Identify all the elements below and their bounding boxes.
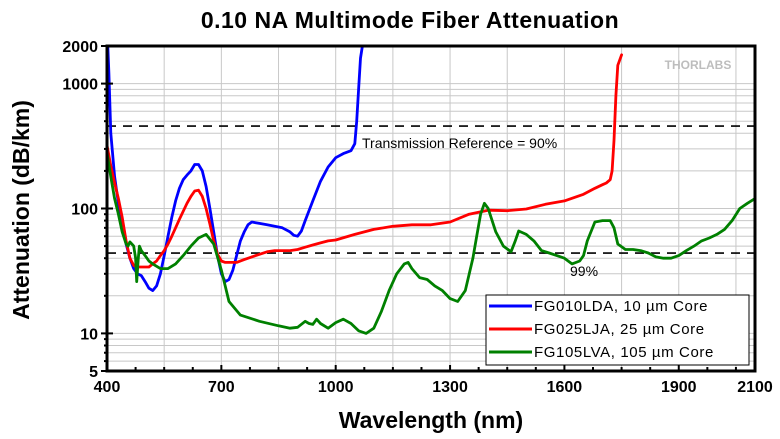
reference-label-90: Transmission Reference = 90%	[362, 135, 557, 151]
y-tick-label: 5	[89, 364, 98, 381]
legend-label-fg025lja: FG025LJA, 25 µm Core	[534, 321, 705, 338]
y-tick-label: 2000	[62, 39, 98, 56]
x-tick-label: 400	[94, 379, 121, 396]
reference-lines	[107, 125, 755, 254]
series-line-1	[105, 53, 623, 269]
y-tick-label: 10	[80, 326, 98, 343]
series-line-2	[105, 151, 757, 335]
series-lines	[105, 44, 757, 335]
x-tick-label: 1000	[318, 379, 354, 396]
legend-label-fg105lva: FG105LVA, 105 µm Core	[534, 344, 714, 361]
legend: FG010LDA, 10 µm Core FG025LJA, 25 µm Cor…	[485, 294, 750, 366]
x-tick-label: 700	[208, 379, 235, 396]
reference-label-99: 99%	[570, 263, 598, 279]
x-axis-title: Wavelength (nm)	[339, 407, 523, 433]
series-line-0	[106, 44, 364, 293]
y-tick-label: 100	[71, 202, 98, 219]
chart-title: 0.10 NA Multimode Fiber Attenuation	[201, 7, 619, 33]
legend-label-fg010lda: FG010LDA, 10 µm Core	[534, 298, 708, 315]
y-axis-ticks	[101, 45, 113, 372]
x-tick-label: 2100	[737, 379, 773, 396]
y-tick-label: 1000	[62, 77, 98, 94]
x-tick-labels: 400 700 1000 1300 1600 1900 2100	[94, 379, 773, 396]
x-tick-label: 1300	[432, 379, 468, 396]
y-tick-labels: 5 10 100 1000 2000	[62, 39, 98, 381]
x-tick-label: 1600	[547, 379, 583, 396]
x-axis-ticks	[106, 365, 737, 371]
thorlabs-watermark: THORLABS	[665, 58, 732, 72]
y-axis-title: Attenuation (dB/km)	[8, 100, 34, 320]
x-tick-label: 1900	[661, 379, 697, 396]
